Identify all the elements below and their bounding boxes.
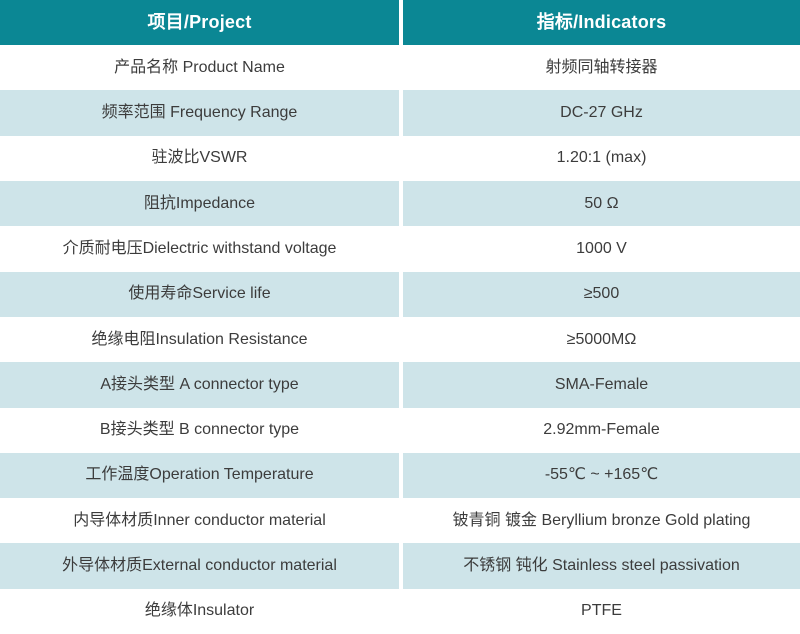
project-cell: 内导体材质Inner conductor material (0, 498, 399, 544)
indicator-cell: 射频同轴转接器 (403, 45, 800, 91)
header-cell-indicator: 指标/Indicators (403, 0, 800, 45)
table-row: 工作温度Operation Temperature -55℃ ~ +165℃ (0, 452, 800, 499)
project-cell: 绝缘体Insulator (0, 588, 399, 634)
table-row: 介质耐电压Dielectric withstand voltage 1000 V (0, 226, 800, 272)
indicator-cell: 铍青铜 镀金 Beryllium bronze Gold plating (403, 498, 800, 544)
table-header-row: 项目/Project 指标/Indicators (0, 0, 800, 45)
project-cell: B接头类型 B connector type (0, 407, 399, 453)
table-row: 使用寿命Service life ≥500 (0, 271, 800, 317)
table-row: 绝缘体Insulator PTFE (0, 588, 800, 634)
table-row: 频率范围 Frequency Range DC-27 GHz (0, 90, 800, 136)
indicator-cell: PTFE (403, 588, 800, 634)
indicator-cell: -55℃ ~ +165℃ (403, 452, 800, 499)
indicator-cell: DC-27 GHz (403, 90, 800, 136)
indicator-cell: 1.20:1 (max) (403, 135, 800, 181)
indicator-cell: 2.92mm-Female (403, 407, 800, 453)
project-cell: A接头类型 A connector type (0, 362, 399, 408)
table-row: 阻抗Impedance 50 Ω (0, 180, 800, 227)
project-cell: 外导体材质External conductor material (0, 543, 399, 589)
indicator-cell: 不锈钢 钝化 Stainless steel passivation (403, 543, 800, 589)
indicator-cell: ≥5000MΩ (403, 316, 800, 363)
header-cell-project: 项目/Project (0, 0, 399, 45)
project-cell: 阻抗Impedance (0, 180, 399, 227)
indicator-cell: ≥500 (403, 271, 800, 317)
table-row: B接头类型 B connector type 2.92mm-Female (0, 407, 800, 453)
table-row: 产品名称 Product Name 射频同轴转接器 (0, 45, 800, 91)
project-cell: 产品名称 Product Name (0, 45, 399, 91)
project-cell: 频率范围 Frequency Range (0, 90, 399, 136)
table-row: 绝缘电阻Insulation Resistance ≥5000MΩ (0, 316, 800, 363)
project-cell: 工作温度Operation Temperature (0, 452, 399, 499)
indicator-cell: 50 Ω (403, 180, 800, 227)
table-row: A接头类型 A connector type SMA-Female (0, 362, 800, 408)
indicator-cell: 1000 V (403, 226, 800, 272)
indicator-cell: SMA-Female (403, 362, 800, 408)
project-cell: 绝缘电阻Insulation Resistance (0, 316, 399, 363)
project-cell: 介质耐电压Dielectric withstand voltage (0, 226, 399, 272)
table-row: 驻波比VSWR 1.20:1 (max) (0, 135, 800, 181)
project-cell: 驻波比VSWR (0, 135, 399, 181)
project-cell: 使用寿命Service life (0, 271, 399, 317)
table-row: 外导体材质External conductor material 不锈钢 钝化 … (0, 543, 800, 589)
table-row: 内导体材质Inner conductor material 铍青铜 镀金 Ber… (0, 498, 800, 544)
